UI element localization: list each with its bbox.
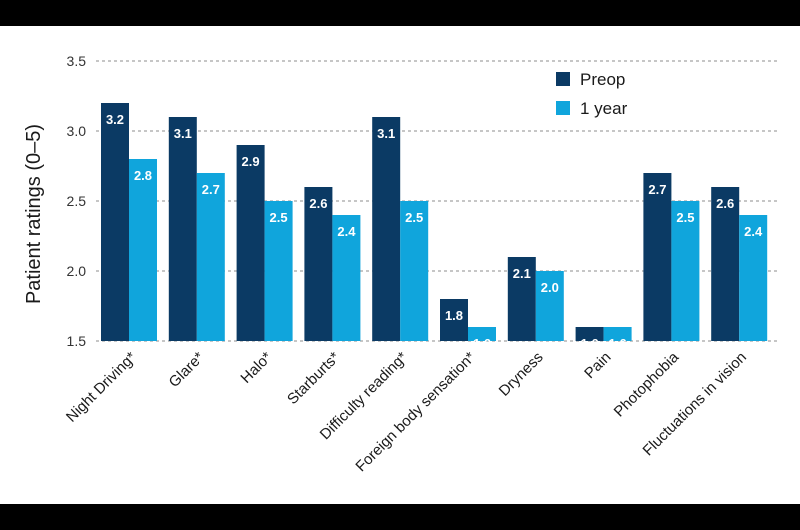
y-axis-label: Patient ratings (0–5)	[23, 124, 45, 304]
x-tick-label: Dryness	[496, 349, 547, 400]
data-label: 1.6	[581, 336, 599, 351]
bar-one-year	[196, 173, 225, 341]
data-label: 2.4	[744, 224, 763, 239]
data-label: 3.1	[174, 126, 192, 141]
bar-preop	[304, 187, 333, 341]
bar-one-year	[264, 201, 293, 341]
data-label: 2.5	[270, 210, 288, 225]
bar-preop	[101, 103, 129, 341]
bottom-border	[0, 504, 800, 530]
y-tick-label: 2.5	[67, 193, 87, 209]
data-label: 2.6	[309, 196, 327, 211]
data-label: 3.2	[106, 112, 124, 127]
data-label: 2.9	[242, 154, 260, 169]
bar-preop	[440, 299, 468, 341]
y-tick-label: 3.0	[67, 123, 87, 139]
bar-preop	[236, 145, 265, 341]
top-border	[0, 0, 800, 26]
bar-preop	[372, 117, 401, 341]
legend: Preop 1 year	[556, 70, 628, 118]
data-label: 2.6	[716, 196, 734, 211]
y-tick-label: 1.5	[67, 333, 87, 349]
x-tick-label: Starburts*	[284, 349, 343, 408]
bar-one-year	[468, 327, 496, 341]
data-label: 1.6	[473, 336, 491, 351]
data-label: 2.7	[202, 182, 220, 197]
bar-one-year	[332, 215, 361, 341]
legend-swatch	[556, 101, 570, 115]
data-label: 2.1	[513, 266, 531, 281]
bar-one-year	[535, 271, 564, 341]
x-tick-label: Halo*	[237, 349, 275, 387]
x-tick-label: Night Driving*	[63, 349, 140, 426]
bar-one-year	[603, 327, 632, 341]
bar-preop	[168, 117, 197, 341]
legend-label: Preop	[580, 70, 625, 89]
bar-preop	[711, 187, 740, 341]
bar-one-year	[671, 201, 700, 341]
data-label: 2.4	[337, 224, 356, 239]
data-label: 2.5	[405, 210, 423, 225]
bar-preop	[575, 327, 604, 341]
x-tick-label: Foreign body sensation*	[352, 349, 479, 476]
bar-one-year	[400, 201, 429, 341]
data-label: 2.0	[541, 280, 559, 295]
data-label: 2.8	[134, 168, 152, 183]
bar-one-year	[739, 215, 768, 341]
chart-area: 1.5 2.0 2.5 3.0 3.5 3.2 2.8 Night Driving* 3.1 2…	[0, 26, 800, 504]
data-label: 2.7	[648, 182, 666, 197]
data-label: 3.1	[377, 126, 395, 141]
legend-swatch	[556, 72, 570, 86]
bar-preop	[643, 173, 672, 341]
legend-label: 1 year	[580, 99, 628, 118]
y-tick-label: 3.5	[67, 53, 87, 69]
data-label: 1.8	[445, 308, 463, 323]
x-tick-label: Pain	[581, 349, 614, 382]
x-tick-label: Glare*	[166, 349, 208, 391]
data-label: 1.6	[609, 336, 627, 351]
bar-one-year	[129, 159, 157, 341]
data-label: 2.5	[676, 210, 694, 225]
bar-chart: 1.5 2.0 2.5 3.0 3.5 3.2 2.8 Night Driving* 3.1 2…	[23, 53, 780, 476]
bar-preop	[507, 257, 536, 341]
x-tick-label: Photophobia	[611, 348, 683, 420]
y-tick-label: 2.0	[67, 263, 87, 279]
